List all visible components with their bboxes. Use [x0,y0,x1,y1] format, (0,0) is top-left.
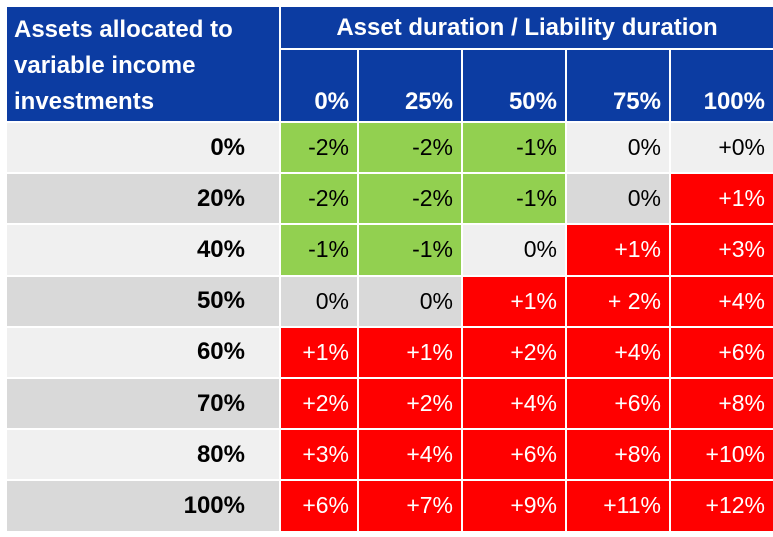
matrix-cell: +4% [463,378,565,429]
column-header-75: 75% [567,50,669,121]
corner-header: Assets allocated to variable income inve… [7,7,279,121]
column-header-100: 100% [671,50,773,121]
matrix-cell: +6% [567,378,669,429]
matrix-cell: 0% [567,123,669,173]
matrix-cell: 0% [463,225,565,275]
row-header: 80% [7,430,279,480]
matrix-cell: +4% [359,430,461,480]
matrix-cell: +0% [671,123,773,173]
matrix-cell: +1% [567,225,669,275]
matrix-cell: +6% [671,327,773,377]
row-header: 60% [7,327,279,377]
row-header: 70% [7,378,279,429]
matrix-cell: -2% [359,123,461,173]
row-header: 0% [7,123,279,173]
column-header-50: 50% [463,50,565,121]
matrix-cell: +11% [567,481,669,531]
matrix-cell: +4% [671,276,773,326]
matrix-cell: +3% [281,430,357,480]
column-header-0: 0% [281,50,357,121]
matrix-cell: +1% [463,276,565,326]
matrix-cell: +6% [281,481,357,531]
matrix-cell: +10% [671,430,773,480]
matrix-cell: +2% [281,378,357,429]
column-header-25: 25% [359,50,461,121]
matrix-cell: +2% [463,327,565,377]
matrix-cell: -2% [281,123,357,173]
matrix-cell: +7% [359,481,461,531]
matrix-cell: -2% [359,174,461,224]
matrix-cell: -1% [281,225,357,275]
matrix-cell: +3% [671,225,773,275]
matrix-cell: +4% [567,327,669,377]
matrix-cell: + 2% [567,276,669,326]
matrix-cell: +1% [281,327,357,377]
matrix-cell: +6% [463,430,565,480]
row-header: 40% [7,225,279,275]
matrix-cell: +1% [359,327,461,377]
row-header: 20% [7,174,279,224]
matrix-cell: +8% [567,430,669,480]
duration-sensitivity-matrix: Assets allocated to variable income inve… [7,7,773,531]
matrix-cell: +12% [671,481,773,531]
matrix-cell: +1% [671,174,773,224]
row-header: 50% [7,276,279,326]
matrix-cell: -1% [463,174,565,224]
matrix-cell: 0% [281,276,357,326]
matrix-cell: -1% [359,225,461,275]
top-header: Asset duration / Liability duration [281,7,773,48]
matrix-cell: +2% [359,378,461,429]
matrix-cell: +8% [671,378,773,429]
matrix-cell: -2% [281,174,357,224]
matrix-cell: 0% [359,276,461,326]
row-header: 100% [7,481,279,531]
matrix-cell: -1% [463,123,565,173]
matrix-cell: 0% [567,174,669,224]
matrix-cell: +9% [463,481,565,531]
